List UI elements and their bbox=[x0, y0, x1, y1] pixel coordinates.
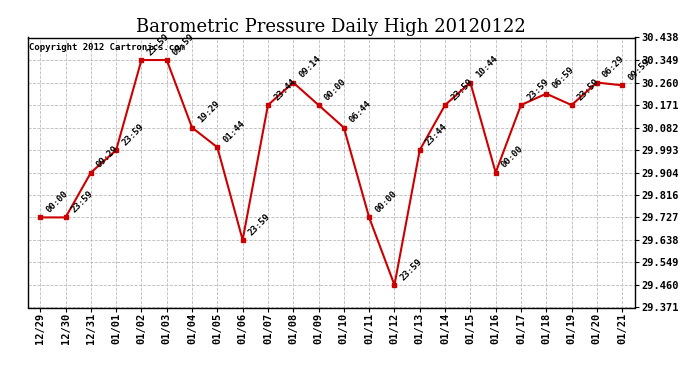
Text: 00:00: 00:00 bbox=[373, 189, 399, 214]
Text: Copyright 2012 Cartronics.com: Copyright 2012 Cartronics.com bbox=[29, 43, 185, 52]
Text: 23:44: 23:44 bbox=[424, 122, 449, 147]
Text: 06:44: 06:44 bbox=[348, 99, 373, 125]
Text: 23:59: 23:59 bbox=[575, 77, 601, 102]
Text: 06:29: 06:29 bbox=[601, 54, 627, 80]
Text: 23:59: 23:59 bbox=[399, 257, 424, 282]
Text: 10:44: 10:44 bbox=[475, 54, 500, 80]
Text: 23:59: 23:59 bbox=[146, 32, 171, 57]
Text: 06:59: 06:59 bbox=[551, 66, 575, 91]
Text: 23:59: 23:59 bbox=[247, 212, 272, 237]
Text: 23:59: 23:59 bbox=[525, 77, 551, 102]
Text: 09:14: 09:14 bbox=[297, 54, 323, 80]
Text: 00:00: 00:00 bbox=[500, 144, 525, 170]
Text: 23:59: 23:59 bbox=[70, 189, 95, 214]
Text: 09:59: 09:59 bbox=[627, 57, 651, 82]
Text: 09:29: 09:29 bbox=[95, 144, 120, 170]
Text: 00:00: 00:00 bbox=[44, 189, 70, 214]
Text: 00:00: 00:00 bbox=[323, 77, 348, 102]
Text: 23:59: 23:59 bbox=[449, 77, 475, 102]
Text: 23:44: 23:44 bbox=[272, 77, 297, 102]
Title: Barometric Pressure Daily High 20120122: Barometric Pressure Daily High 20120122 bbox=[137, 18, 526, 36]
Text: 19:29: 19:29 bbox=[196, 99, 221, 125]
Text: 23:59: 23:59 bbox=[120, 122, 146, 147]
Text: 09:59: 09:59 bbox=[171, 32, 196, 57]
Text: 01:44: 01:44 bbox=[221, 119, 247, 144]
